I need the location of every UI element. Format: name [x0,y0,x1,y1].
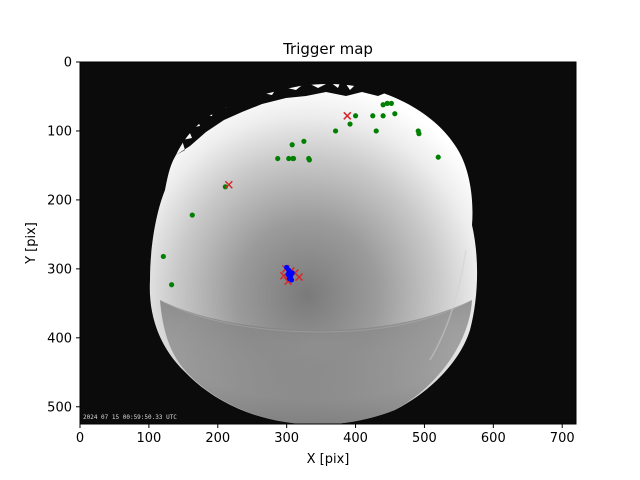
x-tick-label: 300 [274,431,299,446]
green-point [380,102,386,108]
y-tick-label: 400 [47,331,72,346]
green-point [392,111,398,117]
data-marks [160,100,441,288]
blue-point [289,270,295,276]
x-tick-label: 100 [136,431,161,446]
chart-title: Trigger map [282,40,373,58]
green-point [388,100,394,106]
red-x-marker [295,273,304,282]
green-point [290,155,297,162]
green-point [222,184,228,190]
y-tick-label: 200 [47,193,72,208]
sky-streak [429,249,467,361]
green-point [189,212,195,218]
y-tick-label: 300 [47,262,72,277]
green-point [160,253,166,260]
axes-frame [79,61,577,425]
green-point [286,155,292,162]
green-point [289,142,295,148]
y-axis: 0 100 200 300 400 500 [47,56,80,415]
horizon-silhouette [176,78,388,155]
lower-sky-shading [160,300,472,424]
x-tick-label: 600 [481,431,506,446]
green-point [275,155,281,162]
y-tick-label: 0 [64,56,72,71]
green-point [384,100,390,106]
green-point [169,282,175,288]
x-tick-label: 700 [550,431,575,446]
plot-area: 2024 07 15 00:59:50.33 UTC [80,62,576,424]
x-tick-label: 0 [76,431,84,446]
green-point [370,113,376,119]
green-point [435,154,441,160]
right-tree-silhouette [430,62,480,210]
green-point [416,131,422,137]
green-point [332,128,339,134]
green-point [380,113,386,119]
x-tick-label: 500 [412,431,437,446]
red-x-marker [224,180,233,189]
horizon-arc [159,299,473,333]
y-tick-label: 100 [47,124,72,139]
x-axis: 0 100 200 300 400 500 600 700 [76,424,575,446]
green-point [306,157,312,163]
x-axis-label: X [pix] [307,452,350,467]
green-point [352,113,359,119]
green-point [301,138,307,144]
x-tick-label: 200 [205,431,230,446]
red-x-marker [343,111,352,120]
x-tick-label: 400 [343,431,368,446]
blue-point [288,277,295,283]
y-axis-label: Y [pix] [24,222,39,265]
green-point [347,121,353,127]
image-timestamp: 2024 07 15 00:59:50.33 UTC [83,414,177,421]
y-tick-label: 500 [47,400,72,415]
green-point [373,128,379,134]
